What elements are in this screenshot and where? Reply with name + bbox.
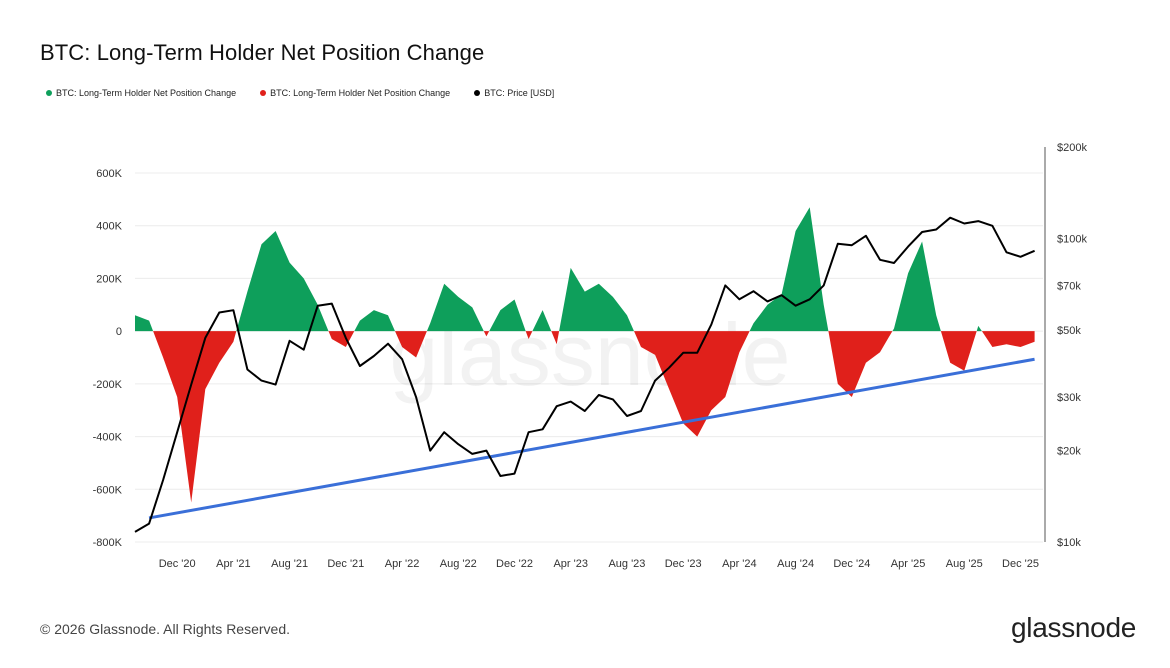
x-tick-label: Aug '22	[440, 558, 477, 570]
glassnode-logo: glassnode	[1011, 612, 1136, 643]
x-tick-label: Apr '22	[385, 558, 420, 570]
x-tick-label: Dec '25	[1002, 558, 1039, 570]
legend-dot-green	[46, 90, 52, 96]
x-tick-label: Dec '21	[327, 558, 364, 570]
legend-item-negative[interactable]: BTC: Long-Term Holder Net Position Chang…	[260, 88, 450, 98]
y-left-tick-label: -600K	[93, 484, 123, 496]
legend: BTC: Long-Term Holder Net Position Chang…	[46, 88, 554, 98]
y-left-tick-label: -200K	[93, 379, 123, 391]
y-left-tick-label: 600K	[96, 168, 122, 180]
y-right-tick-label: $50k	[1057, 325, 1081, 337]
legend-label: BTC: Long-Term Holder Net Position Chang…	[56, 88, 237, 98]
y-right-tick-label: $10k	[1057, 537, 1081, 549]
legend-label: BTC: Price [USD]	[484, 88, 555, 98]
x-tick-label: Aug '25	[946, 558, 983, 570]
net-position-negative-area	[135, 331, 1035, 503]
legend-label: BTC: Long-Term Holder Net Position Chang…	[270, 88, 451, 98]
x-tick-label: Apr '21	[216, 558, 251, 570]
support-trendline	[148, 357, 1035, 520]
y-right-tick-label: $70k	[1057, 280, 1081, 292]
x-tick-label: Dec '24	[833, 558, 870, 570]
price-line	[134, 216, 1035, 533]
x-tick-label: Aug '21	[271, 558, 308, 570]
legend-dot-black	[474, 90, 481, 96]
legend-item-positive[interactable]: BTC: Long-Term Holder Net Position Chang…	[46, 88, 236, 98]
x-tick-label: Aug '23	[608, 558, 645, 570]
y-right-tick-label: $30k	[1057, 392, 1081, 404]
y-left-tick-label: 0	[116, 326, 122, 338]
legend-item-price[interactable]: BTC: Price [USD]	[474, 88, 554, 98]
x-tick-label: Aug '24	[777, 558, 814, 570]
copyright-text: © 2026 Glassnode. All Rights Reserved.	[40, 621, 291, 637]
y-right-tick-label: $200k	[1057, 142, 1087, 154]
y-right-tick-label: $20k	[1057, 446, 1081, 458]
x-tick-label: Dec '23	[665, 558, 702, 570]
x-tick-label: Apr '23	[553, 558, 588, 570]
x-tick-label: Dec '20	[159, 558, 196, 570]
y-left-tick-label: 400K	[96, 221, 122, 233]
chart-title: BTC: Long-Term Holder Net Position Chang…	[40, 40, 485, 65]
y-right-tick-label: $100k	[1057, 233, 1087, 245]
x-tick-label: Apr '24	[722, 558, 757, 570]
x-tick-label: Dec '22	[496, 558, 533, 570]
y-left-tick-label: 200K	[96, 273, 122, 285]
legend-dot-red	[260, 90, 267, 96]
x-tick-label: Apr '25	[891, 558, 926, 570]
y-left-tick-label: -800K	[93, 537, 123, 549]
y-left-tick-label: -400K	[93, 432, 123, 444]
